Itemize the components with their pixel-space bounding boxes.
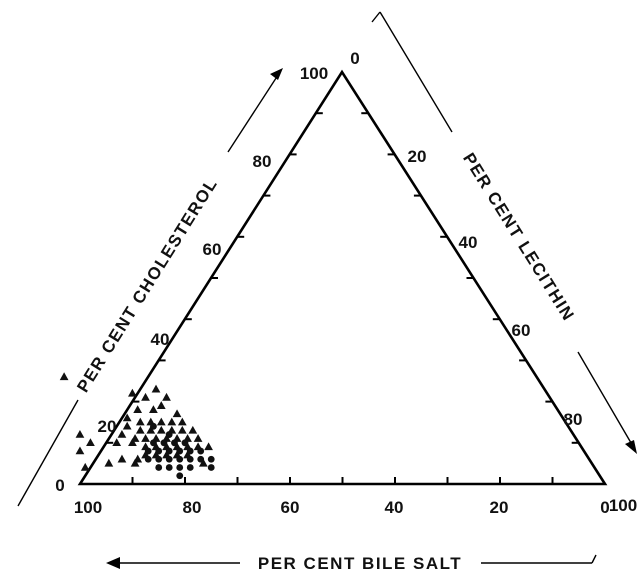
circle-point: [186, 455, 194, 463]
lecithin-arrow-line-lower: [577, 351, 635, 449]
triangle-point: [133, 405, 143, 414]
circle-point: [186, 464, 194, 471]
lecithin-axis-arrow: PER CENT LECITHIN: [371, 11, 637, 454]
cholesterol-tick-label: 60: [203, 240, 222, 259]
bile-salt-arrowhead-icon: [106, 557, 120, 569]
triangle-point: [112, 438, 122, 447]
circle-point: [155, 464, 163, 471]
triangle-point: [122, 413, 132, 422]
lecithin-arrow-line-upper: [379, 11, 453, 133]
circle-point: [150, 422, 157, 430]
circle-point: [150, 439, 157, 447]
circle-point: [165, 455, 173, 463]
triangle-point: [128, 388, 137, 397]
circle-point: [144, 455, 152, 463]
triangle-point: [149, 405, 158, 414]
triangle-point: [198, 458, 208, 467]
bile-salt-tick-label: 80: [183, 498, 202, 517]
circle-point: [176, 472, 184, 480]
bile-salt-axis-arrow: PER CENT BILE SALT: [106, 554, 597, 571]
cholesterol-tick-label: 100: [300, 64, 328, 83]
lecithin-arrow-tick: [371, 11, 381, 23]
cholesterol-tick-label: 0: [55, 476, 64, 495]
cholesterol-arrow-line-upper: [227, 71, 281, 153]
triangle-point: [151, 384, 161, 393]
triangle-point: [193, 434, 203, 442]
cholesterol-arrow-line-lower: [17, 399, 79, 507]
lecithin-arrowhead-icon: [625, 440, 637, 454]
circle-point: [176, 447, 184, 455]
cholesterol-tick-labels: 0 20 40 60 80 100: [55, 64, 328, 495]
lecithin-tick-label: 80: [564, 410, 583, 429]
circle-point: [207, 464, 215, 471]
circle-point: [155, 455, 163, 463]
data-points: [59, 372, 215, 480]
cholesterol-tick-label: 40: [151, 330, 170, 349]
triangle-point: [86, 438, 95, 447]
circle-point: [197, 455, 205, 463]
bile-salt-tick-label: 40: [385, 498, 404, 517]
bile-salt-tick-labels: 100 80 60 40 20 0: [74, 498, 610, 517]
circle-point: [176, 455, 184, 463]
bile-salt-tick-label: 100: [74, 498, 102, 517]
triangle-point: [117, 454, 127, 463]
triangle-point: [128, 438, 137, 447]
triangle-point: [141, 392, 150, 401]
lecithin-tick-label: 60: [512, 321, 531, 340]
triangle-point: [146, 425, 156, 434]
bile-salt-axis-title: PER CENT BILE SALT: [258, 554, 462, 571]
circle-point: [165, 447, 173, 455]
triangle-point: [59, 372, 69, 381]
cholesterol-axis-title: PER CENT CHOLESTEROL: [73, 174, 221, 395]
triangle-point: [117, 429, 127, 438]
circle-point: [186, 447, 194, 455]
triangle-point: [188, 425, 198, 434]
cholesterol-arrowhead-icon: [270, 68, 283, 80]
triangle-point: [162, 392, 171, 401]
lecithin-tick-label: 40: [459, 233, 478, 252]
triangle-point: [122, 421, 132, 430]
tick-marks: [106, 112, 579, 484]
triangle-point: [130, 458, 140, 467]
triangle-point: [104, 458, 114, 467]
triangle-point: [156, 425, 166, 434]
lecithin-tick-label: 20: [408, 147, 427, 166]
triangle-point: [75, 446, 85, 455]
bile-salt-tick-label: 20: [490, 498, 509, 517]
triangle-point: [177, 417, 187, 426]
cholesterol-tick-label: 80: [253, 152, 272, 171]
circle-point: [181, 439, 189, 447]
circle-point: [207, 455, 215, 463]
circle-point: [155, 447, 163, 455]
triangle-point: [156, 401, 166, 409]
triangle-point: [141, 434, 150, 442]
triangle-point: [177, 425, 187, 434]
lecithin-tick-labels: 0 20 40 60 80 100: [350, 49, 637, 515]
triangle-point: [80, 462, 90, 471]
circle-point: [165, 464, 173, 471]
circle-point: [197, 447, 205, 455]
triangle-point: [135, 425, 145, 434]
circle-point: [165, 431, 173, 438]
bile-salt-tick-label: 60: [281, 498, 300, 517]
cholesterol-tick-label: 20: [98, 417, 117, 436]
triangle-point: [172, 409, 182, 418]
bile-salt-arrow-tick: [591, 554, 597, 564]
cholesterol-axis-arrow: PER CENT CHOLESTEROL: [17, 68, 283, 507]
bile-salt-tick-label: 0: [600, 498, 609, 517]
triangle-point: [156, 417, 166, 426]
triangle-point: [75, 429, 85, 438]
circle-point: [176, 464, 184, 471]
triangle-point: [167, 417, 177, 426]
lecithin-tick-label: 0: [350, 49, 359, 68]
circle-point: [171, 439, 178, 447]
circle-point: [160, 439, 168, 447]
triangle-point: [135, 417, 145, 426]
lecithin-tick-label: 100: [609, 496, 637, 515]
circle-point: [144, 447, 152, 455]
triangle-point: [204, 442, 213, 451]
